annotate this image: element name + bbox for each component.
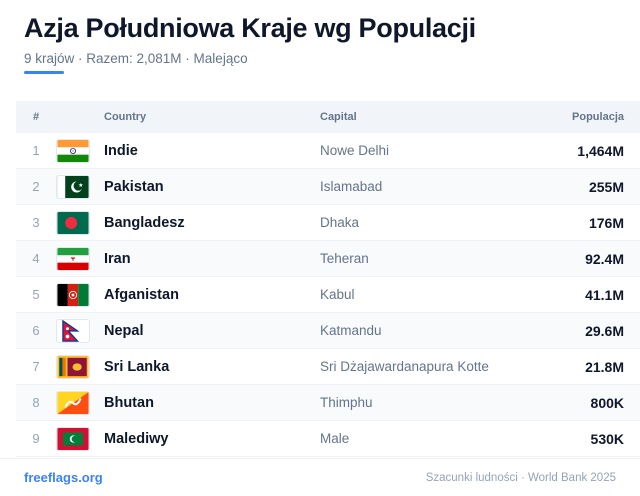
row-country: Indie (104, 142, 138, 159)
column-header-country[interactable]: Country (104, 111, 147, 123)
page-subtitle: 9 krajów · Razem: 2,081M · Malejąco (24, 51, 248, 66)
row-population: 176M (588, 214, 624, 231)
row-capital: Nowe Delhi (320, 143, 390, 158)
footer-divider (0, 458, 640, 459)
row-capital: Teheran (320, 251, 369, 266)
row-population: 41.1M (585, 286, 624, 303)
row-country: Iran (104, 250, 131, 267)
sri-lanka-flag-icon (56, 354, 90, 379)
row-population: 92.4M (585, 250, 624, 267)
row-capital: Male (320, 431, 350, 446)
row-population: 21.8M (585, 358, 624, 375)
row-country: Sri Lanka (104, 358, 170, 375)
table-row[interactable]: 1 Indie Nowe Delhi 1,464M (16, 133, 640, 169)
row-capital: Dhaka (320, 215, 360, 230)
row-population: 800K (590, 394, 624, 411)
table-row[interactable]: 4 Iran Teheran 92.4M (16, 241, 640, 277)
table-row[interactable]: 3 Bangladesz Dhaka 176M (16, 205, 640, 241)
maldives-flag-icon (56, 426, 90, 451)
row-country: Afganistan (104, 286, 179, 303)
page-title: Azja Południowa Kraje wg Populacji (24, 13, 476, 43)
row-capital: Thimphu (320, 395, 373, 410)
row-rank: 7 (32, 359, 40, 374)
india-flag-icon (56, 138, 90, 163)
row-country: Nepal (104, 322, 144, 339)
row-rank: 9 (32, 431, 40, 446)
row-capital: Katmandu (320, 323, 382, 338)
column-header-num[interactable]: # (32, 111, 40, 123)
row-rank: 2 (32, 179, 40, 194)
title-accent-bar (24, 71, 64, 74)
table-row[interactable]: 8 Bhutan Thimphu 800K (16, 385, 640, 421)
table-header: # Country Capital Populacja (16, 101, 640, 133)
row-country: Bangladesz (104, 214, 185, 231)
footer-link[interactable]: freeflags.org (24, 470, 103, 485)
footer: freeflags.org Szacunki ludności · World … (24, 470, 616, 485)
table-row[interactable]: 6 Nepal Katmandu 29.6M (16, 313, 640, 349)
afghanistan-flag-icon (56, 282, 90, 307)
bangladesh-flag-icon (56, 210, 90, 235)
pakistan-flag-icon (56, 174, 90, 199)
table-row[interactable]: 2 Pakistan Islamabad 255M (16, 169, 640, 205)
column-header-population[interactable]: Populacja (572, 111, 624, 123)
row-rank: 1 (32, 143, 40, 158)
row-rank: 5 (32, 287, 40, 302)
row-country: Malediwy (104, 430, 169, 447)
column-header-capital[interactable]: Capital (320, 111, 357, 123)
footer-source: Szacunki ludności · World Bank 2025 (425, 471, 616, 484)
page-header: Azja Południowa Kraje wg Populacji 9 kra… (24, 12, 616, 68)
row-population: 255M (588, 178, 624, 195)
row-capital: Sri Dżajawardanapura Kotte (320, 359, 489, 374)
row-rank: 8 (32, 395, 40, 410)
row-population: 29.6M (585, 322, 624, 339)
row-rank: 3 (32, 215, 40, 230)
table-row[interactable]: 7 Sri Lanka Sri Dżajawardanapura Kotte 2… (16, 349, 640, 385)
row-rank: 6 (32, 323, 40, 338)
row-population: 1,464M (577, 142, 624, 159)
table-row[interactable]: 9 Malediwy Male 530K (16, 421, 640, 457)
row-population: 530K (590, 430, 624, 447)
row-capital: Kabul (320, 287, 355, 302)
table-row[interactable]: 5 Afganistan Kabul 41.1M (16, 277, 640, 313)
row-country: Pakistan (104, 178, 164, 195)
row-country: Bhutan (104, 394, 154, 411)
iran-flag-icon (56, 246, 90, 271)
row-rank: 4 (32, 251, 40, 266)
nepal-flag-icon (56, 318, 90, 343)
population-table: # Country Capital Populacja 1 Indie Nowe… (16, 101, 640, 457)
bhutan-flag-icon (56, 390, 90, 415)
row-capital: Islamabad (320, 179, 383, 194)
